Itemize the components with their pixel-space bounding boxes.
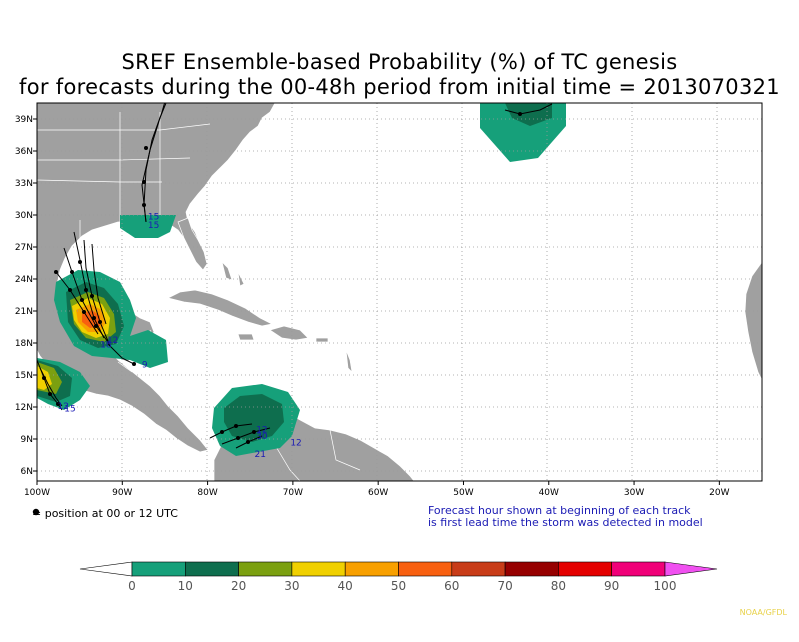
colorbar-label: 20 [231,579,246,593]
latitude-axis: 39N 36N 33N 30N 27N 24N 21N 18N 15N 12N 9N 6N [15,115,37,477]
lat-tick-label: 39N [15,115,33,125]
probability-shading [37,103,566,456]
track-hour-label: 9 [142,361,148,371]
lat-tick-label: 6N [21,467,33,477]
jamaica-land [237,333,255,341]
plot-frame [36,102,763,482]
lon-tick-label: 30W [624,488,644,498]
forecast-note-line2: is first lead time the storm was detecte… [428,516,703,529]
lat-tick-label: 27N [15,243,33,253]
colorbar-segment [185,561,239,577]
colorbar-label: 90 [604,579,619,593]
map-grid [37,103,762,481]
lon-tick-label: 100W [24,488,50,498]
map-subtitle: for forecasts during the 00-48h period f… [19,75,780,99]
track-hour-label: 12 [256,426,267,436]
lon-tick-label: 80W [197,488,217,498]
colorbar-segment [291,561,346,577]
credit-text: NOAA/GFDL [739,608,787,617]
hispaniola-land [269,325,309,341]
track-hour-label: 12 [107,336,118,346]
africa-land [744,261,762,381]
lat-tick-label: 12N [15,403,33,413]
lat-tick-label: 36N [15,147,33,157]
track-hour-label: 15 [148,221,159,231]
longitude-axis: 100W 90W 80W 70W 60W 50W 40W 30W 20W [24,481,730,498]
forecast-hour-note: Forecast hour shown at beginning of each… [428,505,703,529]
lon-tick-label: 70W [283,488,303,498]
track-hour-label: 30 [256,432,268,442]
track-hour-label: 15 [64,404,75,414]
genesis-area-sw-caribbean-20 [224,394,284,442]
track-hour-label: 18 [100,340,112,350]
track-hour-label: 21 [255,450,266,460]
lon-tick-label: 20W [709,488,729,498]
colorbar-segment [131,561,186,577]
lat-tick-label: 30N [15,211,33,221]
colorbar-high-arrow [664,561,718,577]
genesis-area-gulf-coast [120,215,176,238]
colorbar-label: 50 [391,579,406,593]
colorbar-segment [611,561,666,577]
genesis-area-bay-of-campeche-60 [82,310,100,328]
colorbar-low-arrow [79,561,133,577]
lat-tick-label: 33N [15,179,33,189]
colorbar-label: 70 [497,579,512,593]
track-hour-label: 15 [148,212,159,222]
bahamas-land [221,260,233,281]
lat-tick-label: 24N [15,275,33,285]
lat-tick-label: 9N [21,435,33,445]
position-legend-text: = position at 00 or 12 UTC [32,507,178,520]
colorbar-segment [398,561,453,577]
genesis-area-north-atlantic-core [505,103,552,126]
track-hour-label: 12 [290,438,301,448]
lat-tick-label: 21N [15,307,33,317]
lon-tick-label: 60W [368,488,388,498]
colorbar-label: 0 [128,579,136,593]
colorbar-segment [504,561,559,577]
colorbar-label: 100 [654,579,677,593]
colorbar-label: 80 [551,579,566,593]
colorbar-segment [344,561,399,577]
colorbar-segment [558,561,613,577]
colorbar-segment [238,561,293,577]
puerto-rico-land [315,337,329,343]
colorbar-label: 10 [178,579,193,593]
lat-tick-label: 15N [15,371,33,381]
colorbar-label: 60 [444,579,459,593]
forecast-note-line1: Forecast hour shown at beginning of each… [428,504,691,517]
colorbar-label: 30 [284,579,299,593]
probability-colorbar: 0 10 20 30 40 50 60 70 80 90 100 [79,561,718,593]
lat-tick-label: 18N [15,339,33,349]
lon-tick-label: 50W [453,488,473,498]
lon-tick-label: 40W [539,488,559,498]
cuba-land [166,289,274,327]
track-hour-label: 12 [57,402,68,412]
track-position-dots [42,112,522,444]
map-title: SREF Ensemble-based Probability (%) of T… [121,50,678,74]
lon-tick-label: 90W [112,488,132,498]
colorbar-segment [451,561,506,577]
land-masses [37,103,762,481]
position-dot-icon [32,508,40,516]
lesser-antilles-land [345,349,353,374]
colorbar-label: 40 [338,579,353,593]
